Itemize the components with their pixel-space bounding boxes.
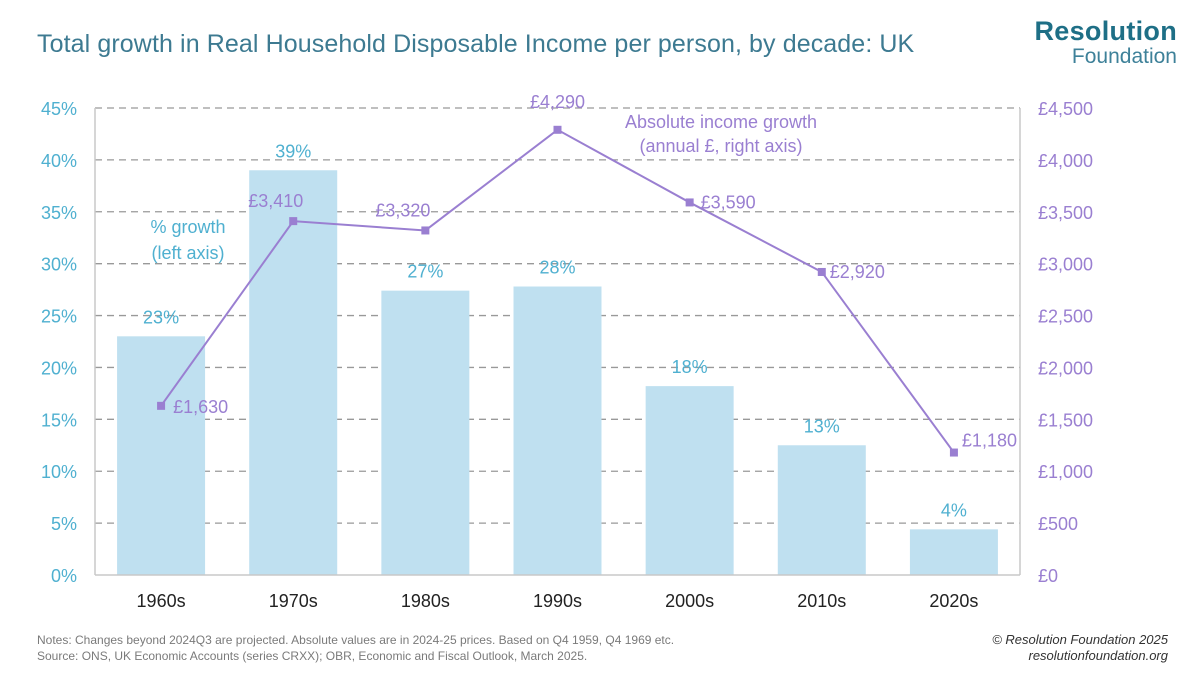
chart-title: Total growth in Real Household Disposabl… [37, 30, 915, 58]
bar-2020s [909, 529, 998, 575]
bars-annotation-line1: % growth [150, 217, 225, 237]
bar-label: 39% [275, 141, 311, 161]
logo-line2: Foundation [1071, 45, 1177, 68]
x-tick-label: 2020s [929, 591, 978, 611]
right-tick-label: £2,500 [1038, 307, 1093, 327]
left-tick-label: 20% [41, 358, 77, 378]
line-label: £3,320 [375, 200, 430, 220]
income-line [157, 125, 958, 457]
bar-label: 4% [941, 500, 967, 520]
left-tick-label: 35% [41, 203, 77, 223]
left-tick-label: 25% [41, 307, 77, 327]
line-point-1970s [289, 217, 298, 226]
line-annotation-line1: Absolute income growth [625, 112, 817, 132]
left-tick-label: 5% [51, 514, 77, 534]
data-labels: 23% 39% 27% 28% 18% 13% 4% £1,630 £3,410 £3,320 £4… [143, 92, 1017, 521]
line-annotation-line2: (annual £, right axis) [639, 136, 802, 156]
bar-1980s [381, 290, 470, 575]
credit: © Resolution Foundation 2025 resolutionf… [992, 632, 1168, 664]
left-tick-label: 0% [51, 566, 77, 586]
bar-label: 18% [672, 357, 708, 377]
bar-2010s [777, 445, 866, 575]
line-point-2010s [817, 267, 826, 276]
right-tick-label: £4,000 [1038, 151, 1093, 171]
bars-annotation-line2: (left axis) [151, 243, 224, 263]
bar-2000s [645, 386, 734, 575]
line-label: £4,290 [530, 92, 585, 112]
bar-label: 27% [407, 262, 443, 282]
line-point-2020s [949, 448, 958, 457]
logo-line1: Resolution [1034, 16, 1177, 46]
bar-1990s [513, 286, 602, 575]
right-tick-label: £3,500 [1038, 203, 1093, 223]
bar-1960s [117, 336, 206, 575]
resolution-foundation-logo: Resolution Foundation [1034, 16, 1178, 68]
bars [117, 170, 998, 575]
right-tick-label: £4,500 [1038, 99, 1093, 119]
x-tick-label: 1960s [137, 591, 186, 611]
left-tick-label: 10% [41, 462, 77, 482]
right-tick-label: £3,000 [1038, 255, 1093, 275]
x-tick-label: 1990s [533, 591, 582, 611]
left-tick-label: 30% [41, 255, 77, 275]
bar-label: 13% [804, 416, 840, 436]
bar-1970s [249, 170, 338, 575]
left-tick-label: 40% [41, 151, 77, 171]
right-tick-label: £1,500 [1038, 410, 1093, 430]
x-tick-label: 1980s [401, 591, 450, 611]
x-tick-label: 1970s [269, 591, 318, 611]
line-label: £3,410 [248, 191, 303, 211]
source-line: Source: ONS, UK Economic Accounts (serie… [37, 649, 588, 663]
left-tick-label: 45% [41, 99, 77, 119]
copyright: © Resolution Foundation 2025 [992, 632, 1168, 647]
website: resolutionfoundation.org [1028, 648, 1169, 663]
notes-line1: Notes: Changes beyond 2024Q3 are project… [37, 633, 675, 647]
line-point-1990s [553, 125, 562, 134]
line-point-1980s [421, 226, 430, 235]
axes: 0% 5% 10% 15% 20% 25% 30% 35% 40% 45% £0 £500 £1,000… [41, 99, 1093, 611]
line-label: £1,180 [962, 431, 1017, 451]
line-label: £1,630 [173, 397, 228, 417]
chart-notes: Notes: Changes beyond 2024Q3 are project… [37, 632, 674, 664]
x-tick-label: 2000s [665, 591, 714, 611]
left-tick-label: 15% [41, 410, 77, 430]
line-point-1960s [157, 401, 166, 410]
bar-label: 23% [143, 307, 179, 327]
right-tick-label: £2,000 [1038, 358, 1093, 378]
bar-label: 28% [539, 257, 575, 277]
line-label: £3,590 [701, 192, 756, 212]
line-label: £2,920 [830, 262, 885, 282]
right-tick-label: £500 [1038, 514, 1078, 534]
right-tick-label: £1,000 [1038, 462, 1093, 482]
annotations: % growth (left axis) Absolute income gro… [150, 112, 817, 263]
x-tick-label: 2010s [797, 591, 846, 611]
right-tick-label: £0 [1038, 566, 1058, 586]
line-point-2000s [685, 198, 694, 207]
